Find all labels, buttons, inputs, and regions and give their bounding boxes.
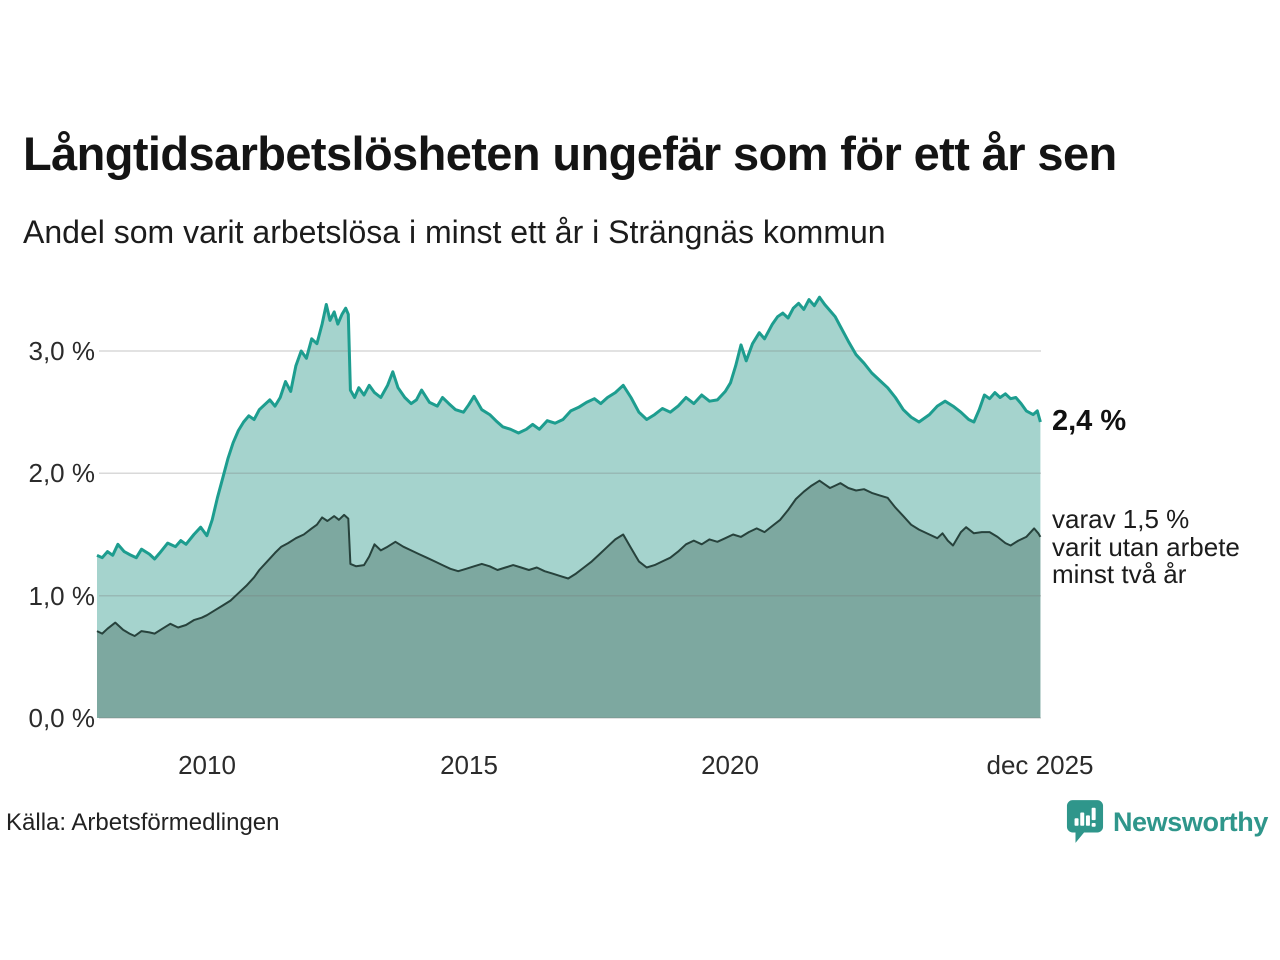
newsworthy-logo: Newsworthy [1066,799,1268,845]
series-end-label-subset: varav 1,5 % varit utan arbete minst två … [1052,504,1240,589]
x-tick-label: 2010 [178,750,236,780]
x-tick-label: 2015 [440,750,498,780]
page-title: Långtidsarbetslösheten ungefär som för e… [23,127,1117,180]
y-tick-label: 3,0 % [28,336,96,366]
series-line-1 [96,479,1042,637]
subset-label-line: varav 1,5 % [1052,504,1190,534]
subset-label-line: varit utan arbete [1052,531,1240,562]
newsworthy-logo-text: Newsworthy [1112,806,1268,837]
x-tick-label: 2020 [701,750,759,780]
series-area-1 [97,480,1041,718]
y-tick-label: 1,0 % [28,580,96,611]
bar-chart-speech-bubble-icon [1066,799,1104,845]
y-tick-label: 2,0 % [28,458,96,489]
x-tick-label: dec 2025 [986,750,1094,780]
subset-label-line: minst två år [1052,559,1187,589]
source-credit: Källa: Arbetsförmedlingen [6,809,280,836]
series-end-label-total: 2,4 % [1052,405,1127,437]
series-line-0 [96,295,1042,561]
y-tick-label: 0,0 % [28,703,96,733]
page-subtitle: Andel som varit arbetslösa i minst ett å… [23,214,886,250]
